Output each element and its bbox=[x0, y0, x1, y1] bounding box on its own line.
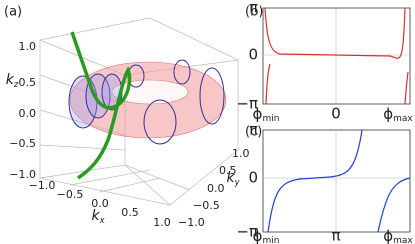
axis-label-base: k bbox=[91, 208, 100, 224]
red-curve bbox=[264, 7, 409, 105]
tick-label: ϕmin bbox=[253, 105, 280, 124]
tick-label-base: ϕ bbox=[383, 227, 393, 244]
tick-label: 1.0 bbox=[232, 147, 250, 160]
tick-label: 0 bbox=[248, 169, 258, 187]
blue-curve bbox=[267, 129, 411, 233]
tick-label-sub: min bbox=[262, 114, 279, 124]
tick-label: ϕmax bbox=[383, 227, 413, 244]
tick-label: 0.5 bbox=[19, 76, 37, 89]
tick-label: 0.5 bbox=[219, 164, 237, 177]
tick-label: ϕmin bbox=[253, 227, 280, 244]
panel-label: (c) bbox=[245, 125, 262, 140]
tick-label-base: ϕ bbox=[253, 105, 263, 123]
tick-label-base: ϕ bbox=[383, 105, 393, 123]
axis-label-sub: y bbox=[234, 177, 241, 187]
panel-label: (a) bbox=[4, 5, 22, 20]
axis-label: kx bbox=[91, 208, 105, 225]
tick-label: −π bbox=[236, 223, 258, 241]
tick-label: −0.5 bbox=[193, 199, 220, 212]
tick-label: 0 bbox=[331, 105, 341, 123]
axis-label-sub: x bbox=[99, 215, 106, 225]
tick-label: π bbox=[249, 0, 258, 17]
tick-label: −1.0 bbox=[9, 168, 36, 181]
panel-label: (b) bbox=[245, 5, 263, 20]
tick-label: 0.0 bbox=[207, 182, 225, 195]
frames bbox=[262, 7, 411, 233]
green-curve bbox=[70, 31, 132, 180]
tick-label-sub: max bbox=[393, 114, 413, 124]
tick-label: 0.5 bbox=[121, 206, 139, 219]
tick-label: −1.0 bbox=[29, 179, 56, 192]
tick-label-base: ϕ bbox=[253, 227, 263, 244]
tick-label: −0.5 bbox=[9, 137, 36, 150]
tick-label: π bbox=[249, 121, 258, 139]
tick-label: π bbox=[331, 227, 340, 244]
axis-label-base: k bbox=[226, 170, 235, 186]
tick-label-sub: min bbox=[262, 236, 279, 244]
tick-label: 0.0 bbox=[91, 197, 109, 210]
tick-label: 1.0 bbox=[153, 216, 171, 229]
tick-label: −1.0 bbox=[178, 216, 205, 229]
axis-label: kz bbox=[6, 72, 19, 89]
tick-label: 0.0 bbox=[19, 107, 37, 120]
axis-label: ky bbox=[226, 170, 240, 187]
tick-label: 0 bbox=[248, 46, 258, 64]
axis-label-base: k bbox=[6, 72, 15, 88]
tick-label: 1.0 bbox=[19, 40, 37, 53]
tick-label: −0.5 bbox=[57, 188, 84, 201]
axis-label-sub: z bbox=[13, 79, 19, 89]
tick-label: ϕmax bbox=[383, 105, 413, 124]
tick-label-sub: max bbox=[393, 236, 413, 244]
tick-label: −π bbox=[236, 95, 258, 113]
